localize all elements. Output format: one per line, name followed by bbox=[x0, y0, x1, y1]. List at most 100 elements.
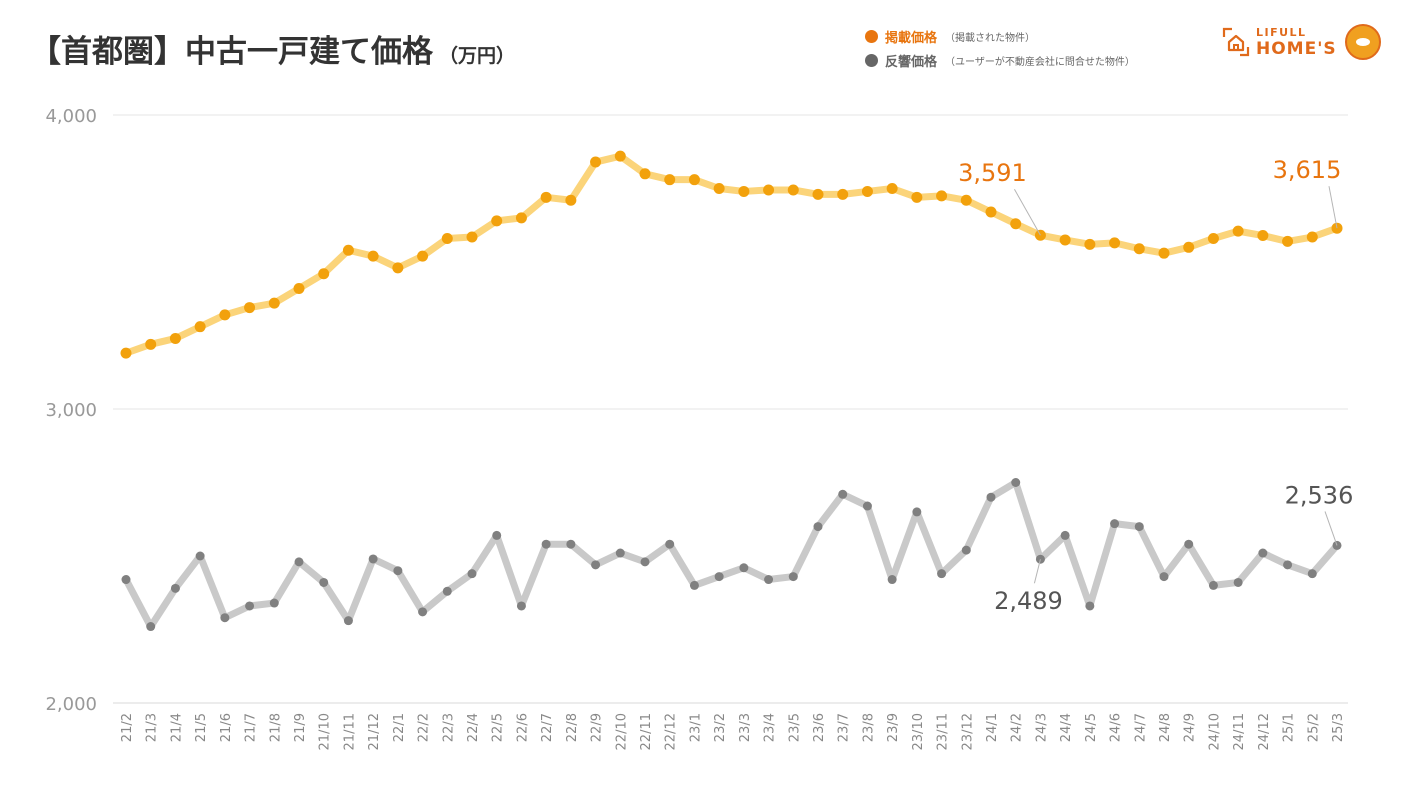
x-tick-label: 21/5 bbox=[194, 713, 209, 742]
x-tick-label: 21/11 bbox=[342, 713, 357, 750]
x-tick-label: 24/10 bbox=[1207, 713, 1222, 750]
y-tick-label: 3,000 bbox=[45, 400, 97, 421]
brand-name-small: LIFULL bbox=[1256, 25, 1307, 39]
data-point bbox=[664, 174, 676, 186]
data-point bbox=[540, 191, 552, 203]
x-tick-label: 23/5 bbox=[787, 713, 802, 742]
data-point bbox=[1283, 560, 1293, 570]
x-tick-label: 22/2 bbox=[417, 713, 432, 742]
data-point bbox=[268, 297, 280, 309]
x-tick-label: 24/1 bbox=[985, 713, 1000, 742]
data-point bbox=[120, 347, 132, 359]
x-tick-label: 22/10 bbox=[614, 713, 629, 750]
data-point bbox=[195, 551, 205, 561]
data-point bbox=[1084, 238, 1096, 250]
x-tick-label: 24/11 bbox=[1232, 713, 1247, 750]
x-tick-label: 24/3 bbox=[1034, 713, 1049, 742]
data-point bbox=[245, 601, 255, 611]
x-tick-label: 23/10 bbox=[911, 713, 926, 750]
data-label: 2,489 bbox=[994, 587, 1063, 615]
x-tick-label: 22/6 bbox=[515, 713, 530, 742]
data-point bbox=[912, 507, 922, 517]
data-point bbox=[392, 262, 404, 274]
data-point bbox=[318, 268, 330, 280]
data-point bbox=[418, 607, 428, 617]
data-point bbox=[121, 575, 131, 585]
data-label: 3,591 bbox=[958, 159, 1027, 187]
data-point bbox=[936, 190, 948, 202]
data-point bbox=[491, 215, 503, 227]
x-tick-label: 25/1 bbox=[1282, 713, 1297, 742]
data-label: 2,536 bbox=[1285, 481, 1354, 509]
x-tick-label: 21/12 bbox=[367, 713, 382, 750]
data-point bbox=[393, 566, 403, 576]
brand-name-large: HOME'S bbox=[1256, 38, 1337, 59]
data-point bbox=[442, 586, 452, 596]
data-point bbox=[739, 563, 749, 573]
x-tick-label: 23/8 bbox=[861, 713, 876, 742]
data-point bbox=[615, 548, 625, 558]
data-point bbox=[1010, 218, 1022, 230]
annotations: 3,591 3,615 2,489 2,536 bbox=[958, 156, 1353, 615]
data-point bbox=[614, 150, 626, 162]
data-point bbox=[862, 501, 872, 511]
data-point bbox=[788, 572, 798, 582]
data-point bbox=[170, 583, 180, 593]
x-tick-label: 21/9 bbox=[293, 713, 308, 742]
data-point bbox=[169, 332, 181, 344]
x-tick-label: 22/7 bbox=[540, 713, 555, 742]
data-point bbox=[1208, 580, 1218, 590]
x-tick-label: 24/4 bbox=[1059, 713, 1074, 742]
data-point bbox=[367, 250, 379, 262]
data-point bbox=[665, 539, 675, 549]
data-point bbox=[343, 616, 353, 626]
data-point bbox=[689, 580, 699, 590]
annotation-leader-line bbox=[1033, 559, 1041, 584]
chart-title: 【首都圏】中古一戸建て価格 （万円） bbox=[30, 26, 515, 71]
x-tick-label: 22/3 bbox=[441, 713, 456, 742]
data-point bbox=[838, 489, 848, 499]
x-tick-label: 21/8 bbox=[268, 713, 283, 742]
x-tick-label: 21/10 bbox=[318, 713, 333, 750]
data-point bbox=[763, 184, 775, 196]
x-tick-label: 24/12 bbox=[1257, 713, 1272, 750]
data-point bbox=[887, 575, 897, 585]
house-icon bbox=[1222, 27, 1250, 57]
annotation-leader-line bbox=[1328, 186, 1338, 229]
data-point bbox=[688, 174, 700, 186]
data-point bbox=[1232, 225, 1244, 237]
data-point bbox=[1159, 572, 1169, 582]
data-point bbox=[1158, 247, 1170, 259]
data-point bbox=[639, 168, 651, 180]
data-point bbox=[417, 250, 429, 262]
x-tick-label: 22/8 bbox=[565, 713, 580, 742]
data-point bbox=[319, 577, 329, 587]
data-point bbox=[219, 309, 231, 321]
data-point bbox=[220, 613, 230, 623]
data-point bbox=[591, 560, 601, 570]
data-point bbox=[640, 557, 650, 567]
data-point bbox=[492, 530, 502, 540]
data-point bbox=[194, 321, 206, 333]
data-point bbox=[590, 156, 602, 168]
data-point bbox=[787, 184, 799, 196]
data-point bbox=[985, 206, 997, 218]
x-tick-label: 22/5 bbox=[491, 713, 506, 742]
data-point bbox=[1085, 601, 1095, 611]
data-point bbox=[516, 601, 526, 611]
data-point bbox=[1183, 241, 1195, 253]
data-point bbox=[269, 598, 279, 608]
x-tick-label: 23/2 bbox=[713, 713, 728, 742]
series-group bbox=[120, 150, 1343, 632]
data-point bbox=[937, 569, 947, 579]
data-point bbox=[441, 232, 453, 244]
legend-item-listing: 掲載価格 （掲載された物件） bbox=[865, 24, 1135, 48]
mascot-icon bbox=[1344, 24, 1381, 60]
annotation-leader-line bbox=[1013, 188, 1041, 236]
y-tick-label: 4,000 bbox=[45, 106, 97, 127]
y-tick-label: 2,000 bbox=[45, 694, 97, 715]
legend-note-inquiry: （ユーザーが不動産会社に問合せた物件） bbox=[945, 56, 1135, 68]
data-point bbox=[566, 539, 576, 549]
data-point bbox=[1233, 577, 1243, 587]
